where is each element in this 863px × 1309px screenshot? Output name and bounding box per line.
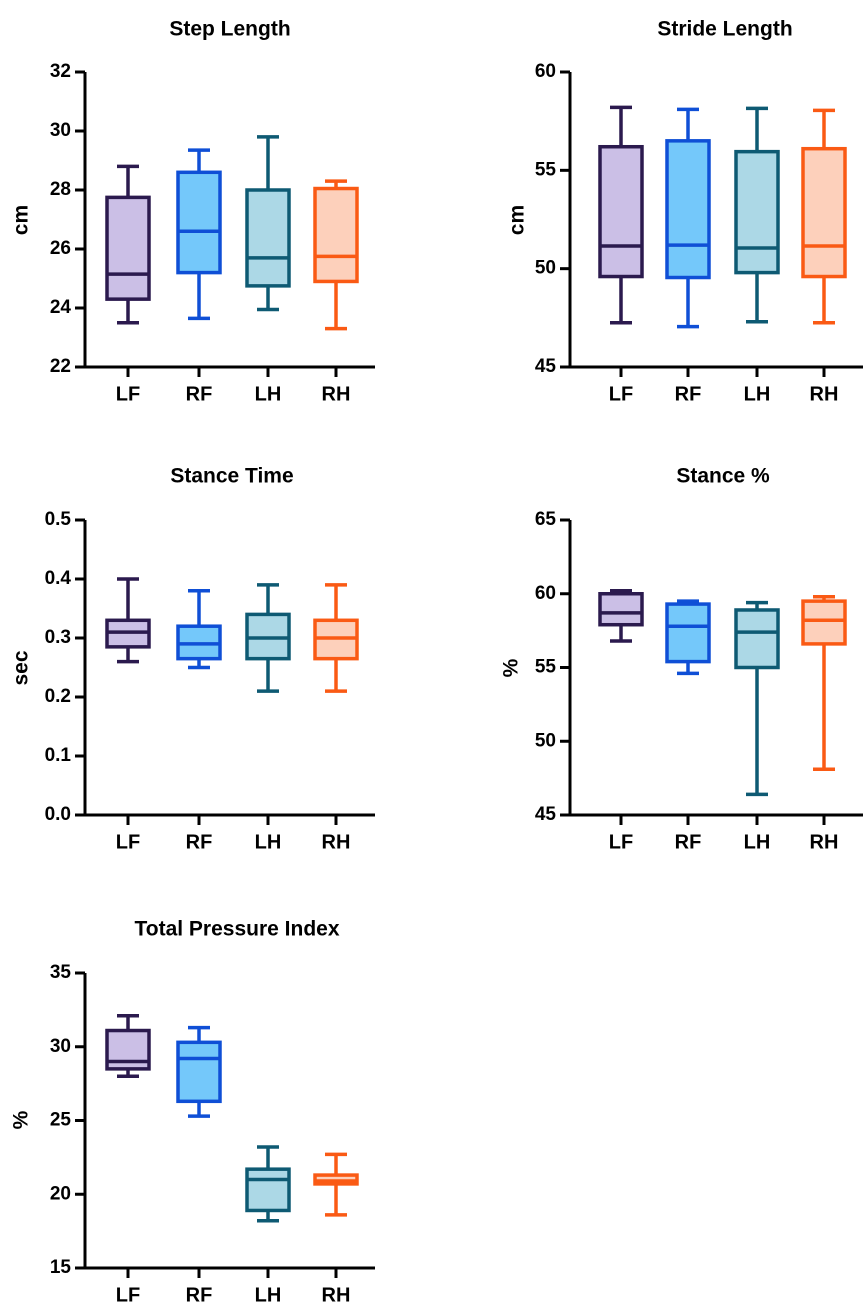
- panel-1: Stride Length cm 45 50 55 60 LF RF LH RH: [506, 18, 863, 405]
- y-tick-label: 50: [535, 730, 556, 751]
- y-tick-label: 25: [50, 1110, 72, 1131]
- y-tick-label: 0.1: [45, 745, 72, 766]
- box-rf: [176, 148, 222, 321]
- iqr-box: [313, 186, 359, 284]
- box-lf: [105, 1014, 151, 1078]
- panel-0: Step Length cm 22 24 26 28 30 32 LF RF LH RH: [10, 18, 375, 405]
- chart-title: Stance Time: [170, 465, 293, 488]
- box-lh: [245, 135, 291, 312]
- iqr-box: [734, 608, 780, 670]
- y-axis-label: %: [10, 1110, 33, 1129]
- box-lf: [598, 105, 644, 325]
- x-tick-label: RH: [810, 383, 839, 405]
- iqr-box: [801, 599, 847, 646]
- y-tick-label: 60: [535, 583, 556, 604]
- y-tick-label: 28: [50, 179, 71, 200]
- x-tick-label: LF: [609, 383, 633, 405]
- y-tick-label: 30: [50, 1036, 71, 1057]
- y-tick-label: 22: [50, 356, 71, 377]
- iqr-box: [734, 149, 780, 275]
- y-tick-label: 55: [535, 657, 557, 678]
- box-rh: [313, 583, 359, 693]
- panel-3: Stance %% 45 50 55 60 65 LF RF LH RH: [500, 465, 863, 853]
- iqr-box: [598, 592, 644, 627]
- iqr-box: [176, 170, 222, 275]
- box-rf: [665, 107, 711, 329]
- y-tick-label: 15: [50, 1257, 72, 1278]
- box-rh: [313, 179, 359, 331]
- x-tick-label: RH: [322, 383, 351, 405]
- x-tick-label: RH: [322, 831, 351, 853]
- panel-2: Stance Time sec 0.0 0.1 0.2 0.3 0.4 0.5 LF RF LH RH: [10, 465, 375, 853]
- box-lh: [245, 583, 291, 693]
- x-tick-label: LF: [609, 831, 633, 853]
- y-tick-label: 0.0: [45, 804, 71, 825]
- box-lh: [245, 1145, 291, 1223]
- x-tick-label: LF: [116, 383, 140, 405]
- y-tick-label: 35: [50, 962, 72, 983]
- x-tick-label: RH: [810, 831, 839, 853]
- y-axis-label: %: [500, 658, 523, 677]
- chart-title: Total Pressure Index: [134, 918, 339, 941]
- box-rf: [176, 589, 222, 670]
- iqr-box: [801, 146, 847, 279]
- x-tick-label: LF: [116, 831, 140, 853]
- y-tick-label: 0.4: [45, 568, 72, 589]
- x-tick-label: RF: [186, 383, 213, 405]
- iqr-box: [665, 139, 711, 280]
- chart-title: Stride Length: [657, 18, 792, 41]
- y-tick-label: 50: [535, 258, 556, 279]
- y-tick-label: 30: [50, 120, 71, 141]
- iqr-box: [245, 1167, 291, 1213]
- y-tick-label: 60: [535, 61, 556, 82]
- box-rh: [801, 594, 847, 772]
- x-tick-label: RH: [322, 1284, 351, 1306]
- x-tick-label: LF: [116, 1284, 140, 1306]
- box-rf: [665, 599, 711, 676]
- iqr-box: [598, 144, 644, 279]
- x-tick-label: LH: [255, 383, 282, 405]
- x-tick-label: RF: [675, 831, 702, 853]
- y-tick-label: 0.3: [45, 627, 71, 648]
- y-tick-label: 45: [535, 804, 557, 825]
- y-tick-label: 0.5: [45, 509, 72, 530]
- x-tick-label: RF: [186, 831, 213, 853]
- y-tick-label: 32: [50, 61, 71, 82]
- y-tick-label: 65: [535, 509, 557, 530]
- x-tick-label: RF: [186, 1284, 213, 1306]
- iqr-box: [105, 195, 151, 301]
- x-tick-label: LH: [744, 831, 771, 853]
- y-tick-label: 24: [50, 297, 72, 318]
- x-tick-label: LH: [744, 383, 771, 405]
- chart-title: Stance %: [676, 465, 770, 488]
- y-tick-label: 45: [535, 356, 557, 377]
- y-tick-label: 55: [535, 159, 557, 180]
- box-rh: [801, 108, 847, 325]
- x-tick-label: RF: [675, 383, 702, 405]
- iqr-box: [176, 1040, 222, 1104]
- panel-4: Total Pressure Index% 15 20 25 30 35 LF RF LH RH: [10, 918, 375, 1306]
- box-lh: [734, 106, 780, 324]
- y-tick-label: 0.2: [45, 686, 71, 707]
- box-lf: [105, 164, 151, 325]
- y-axis-label: cm: [506, 205, 529, 235]
- iqr-box: [245, 188, 291, 288]
- y-tick-label: 26: [50, 238, 71, 259]
- box-lf: [105, 577, 151, 664]
- box-lh: [734, 600, 780, 797]
- box-rf: [176, 1025, 222, 1118]
- iqr-box: [665, 602, 711, 664]
- chart-title: Step Length: [169, 18, 290, 41]
- x-tick-label: LH: [255, 1284, 282, 1306]
- y-axis-label: sec: [10, 650, 33, 685]
- y-tick-label: 20: [50, 1183, 71, 1204]
- box-rh: [313, 1152, 359, 1217]
- box-lf: [598, 589, 644, 643]
- x-tick-label: LH: [255, 831, 282, 853]
- y-axis-label: cm: [10, 205, 33, 235]
